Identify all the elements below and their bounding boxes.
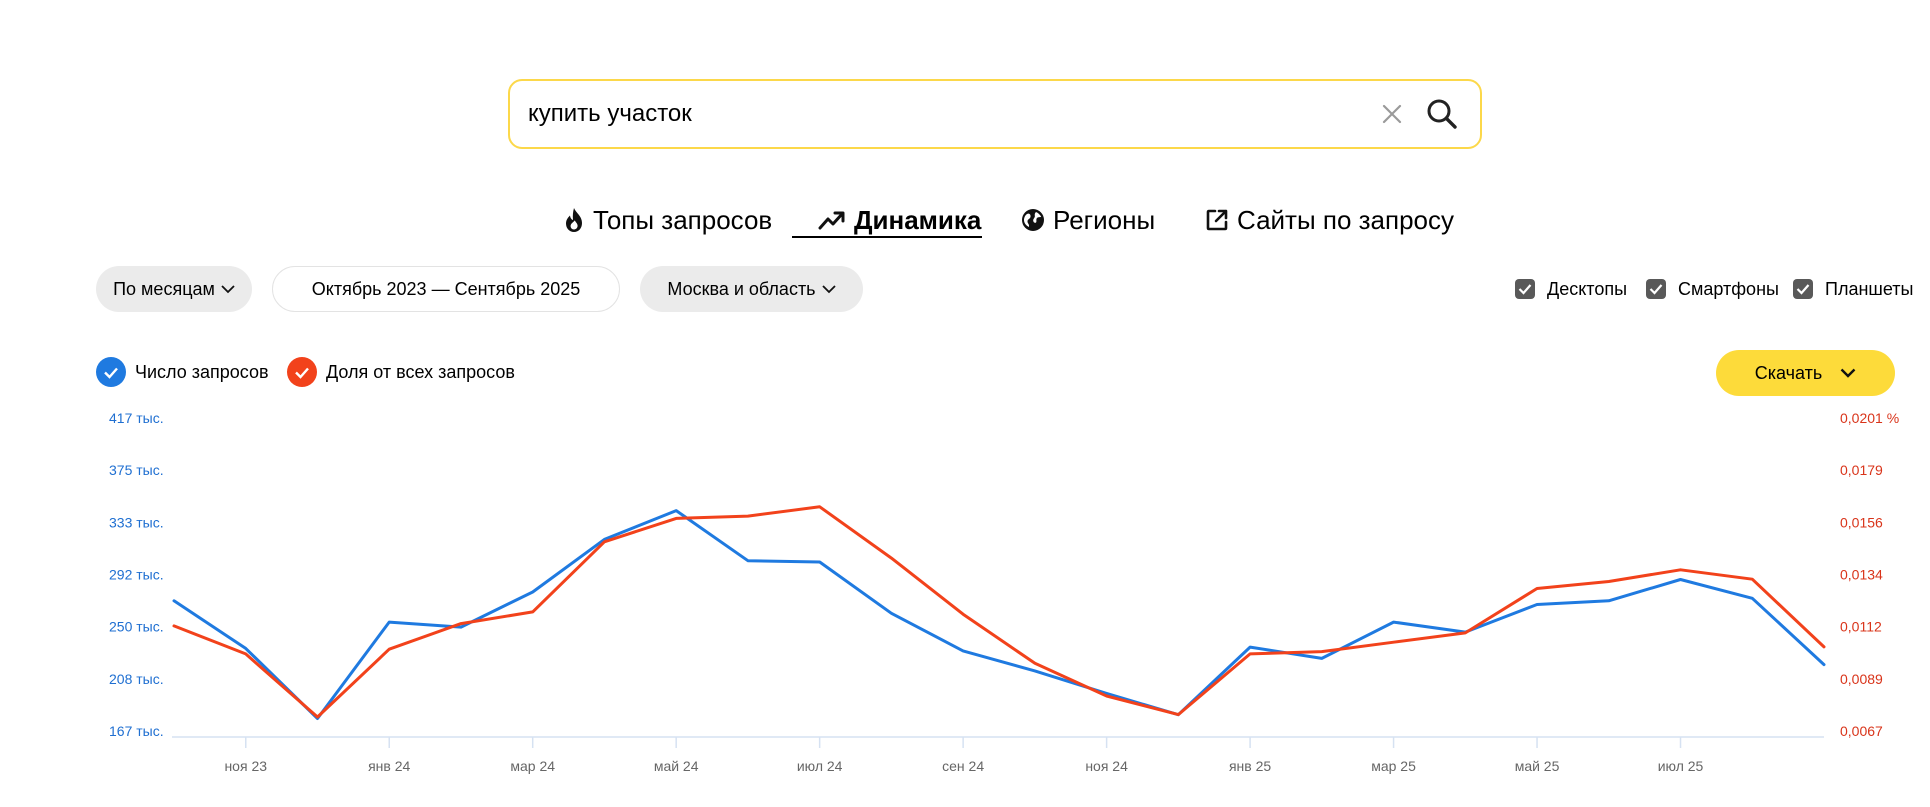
y-right-tick-label: 0,0134 <box>1840 567 1883 583</box>
chevron-down-icon <box>221 285 235 294</box>
trend-icon <box>818 211 845 230</box>
x-tick-label: мар 25 <box>1371 758 1416 774</box>
checkbox-checked-icon <box>1646 279 1666 299</box>
tab-label: Динамика <box>854 204 982 235</box>
device-checkbox-desktop[interactable]: Десктопы <box>1515 278 1627 300</box>
tab-sites[interactable]: Сайты по запросу <box>1205 201 1454 239</box>
globe-icon <box>1022 209 1044 231</box>
device-checkbox-tablet[interactable]: Планшеты <box>1793 278 1913 300</box>
chevron-down-icon <box>1840 368 1856 378</box>
x-tick-label: янв 25 <box>1229 758 1271 774</box>
region-select-label: Москва и область <box>667 278 816 299</box>
series-line-queries <box>172 509 1826 720</box>
y-right-tick-label: 0,0179 <box>1840 462 1883 478</box>
y-left-tick-label: 375 тыс. <box>109 462 164 478</box>
tab-label: Топы запросов <box>593 204 773 235</box>
x-tick-label: сен 24 <box>942 758 984 774</box>
x-tick-label: май 24 <box>654 758 699 774</box>
close-icon[interactable] <box>1380 102 1404 126</box>
y-right-tick-label: 0,0201 % <box>1840 410 1899 426</box>
tab-label: Регионы <box>1053 204 1156 235</box>
period-select[interactable]: По месяцам <box>96 266 252 312</box>
search-icon[interactable] <box>1426 98 1458 130</box>
tab-regions[interactable]: Регионы <box>1021 201 1155 239</box>
tabs-bar: Топы запросов Динамика Регионы Сайты по … <box>0 201 1930 245</box>
x-tick-label: июл 24 <box>797 758 843 774</box>
tab-top-queries[interactable]: Топы запросов <box>563 201 772 239</box>
checkbox-checked-icon <box>1793 279 1813 299</box>
search-box[interactable]: купить участок <box>508 79 1482 149</box>
date-range-label: Октябрь 2023 — Сентябрь 2025 <box>311 278 581 299</box>
tab-label: Сайты по запросу <box>1237 204 1455 235</box>
device-label: Смартфоны <box>1678 278 1779 299</box>
legend-item-queries[interactable]: Число запросов <box>96 357 269 387</box>
chevron-down-icon <box>821 285 836 294</box>
y-right-tick-label: 0,0067 <box>1840 723 1883 739</box>
y-right-tick-label: 0,0156 <box>1840 514 1883 530</box>
search-input[interactable]: купить участок <box>528 100 692 127</box>
y-left-tick-label: 208 тыс. <box>109 671 164 687</box>
y-left-tick-label: 417 тыс. <box>109 410 164 426</box>
x-tick-label: ноя 24 <box>1085 758 1128 774</box>
y-left-tick-label: 250 тыс. <box>109 619 164 635</box>
x-tick-label: май 25 <box>1515 758 1560 774</box>
x-tick-label: июл 25 <box>1658 758 1704 774</box>
download-button[interactable]: Скачать <box>1716 350 1895 396</box>
active-tab-indicator <box>792 236 982 238</box>
download-button-label: Скачать <box>1754 362 1823 383</box>
y-left-tick-label: 292 тыс. <box>109 567 164 583</box>
check-icon <box>96 357 126 387</box>
legend-label: Доля от всех запросов <box>326 361 515 382</box>
tab-dynamics[interactable]: Динамика <box>818 201 981 239</box>
fire-icon <box>566 208 582 232</box>
device-checkbox-smartphone[interactable]: Смартфоны <box>1646 278 1779 300</box>
series-line-share <box>172 505 1826 719</box>
date-range-picker[interactable]: Октябрь 2023 — Сентябрь 2025 <box>272 266 620 312</box>
check-icon <box>287 357 317 387</box>
checkbox-checked-icon <box>1515 279 1535 299</box>
y-right-tick-label: 0,0112 <box>1840 619 1882 635</box>
device-label: Планшеты <box>1825 278 1914 299</box>
legend-item-share[interactable]: Доля от всех запросов <box>287 357 515 387</box>
x-tick-label: янв 24 <box>368 758 410 774</box>
x-tick-label: мар 24 <box>510 758 555 774</box>
legend-label: Число запросов <box>135 361 269 382</box>
y-left-tick-label: 167 тыс. <box>109 723 164 739</box>
x-tick-label: ноя 23 <box>224 758 267 774</box>
y-right-tick-label: 0,0089 <box>1840 671 1883 687</box>
device-label: Десктопы <box>1547 278 1628 299</box>
y-left-tick-label: 333 тыс. <box>109 514 164 530</box>
period-select-label: По месяцам <box>113 278 215 299</box>
region-select[interactable]: Москва и область <box>640 266 863 312</box>
external-link-icon <box>1206 209 1228 231</box>
